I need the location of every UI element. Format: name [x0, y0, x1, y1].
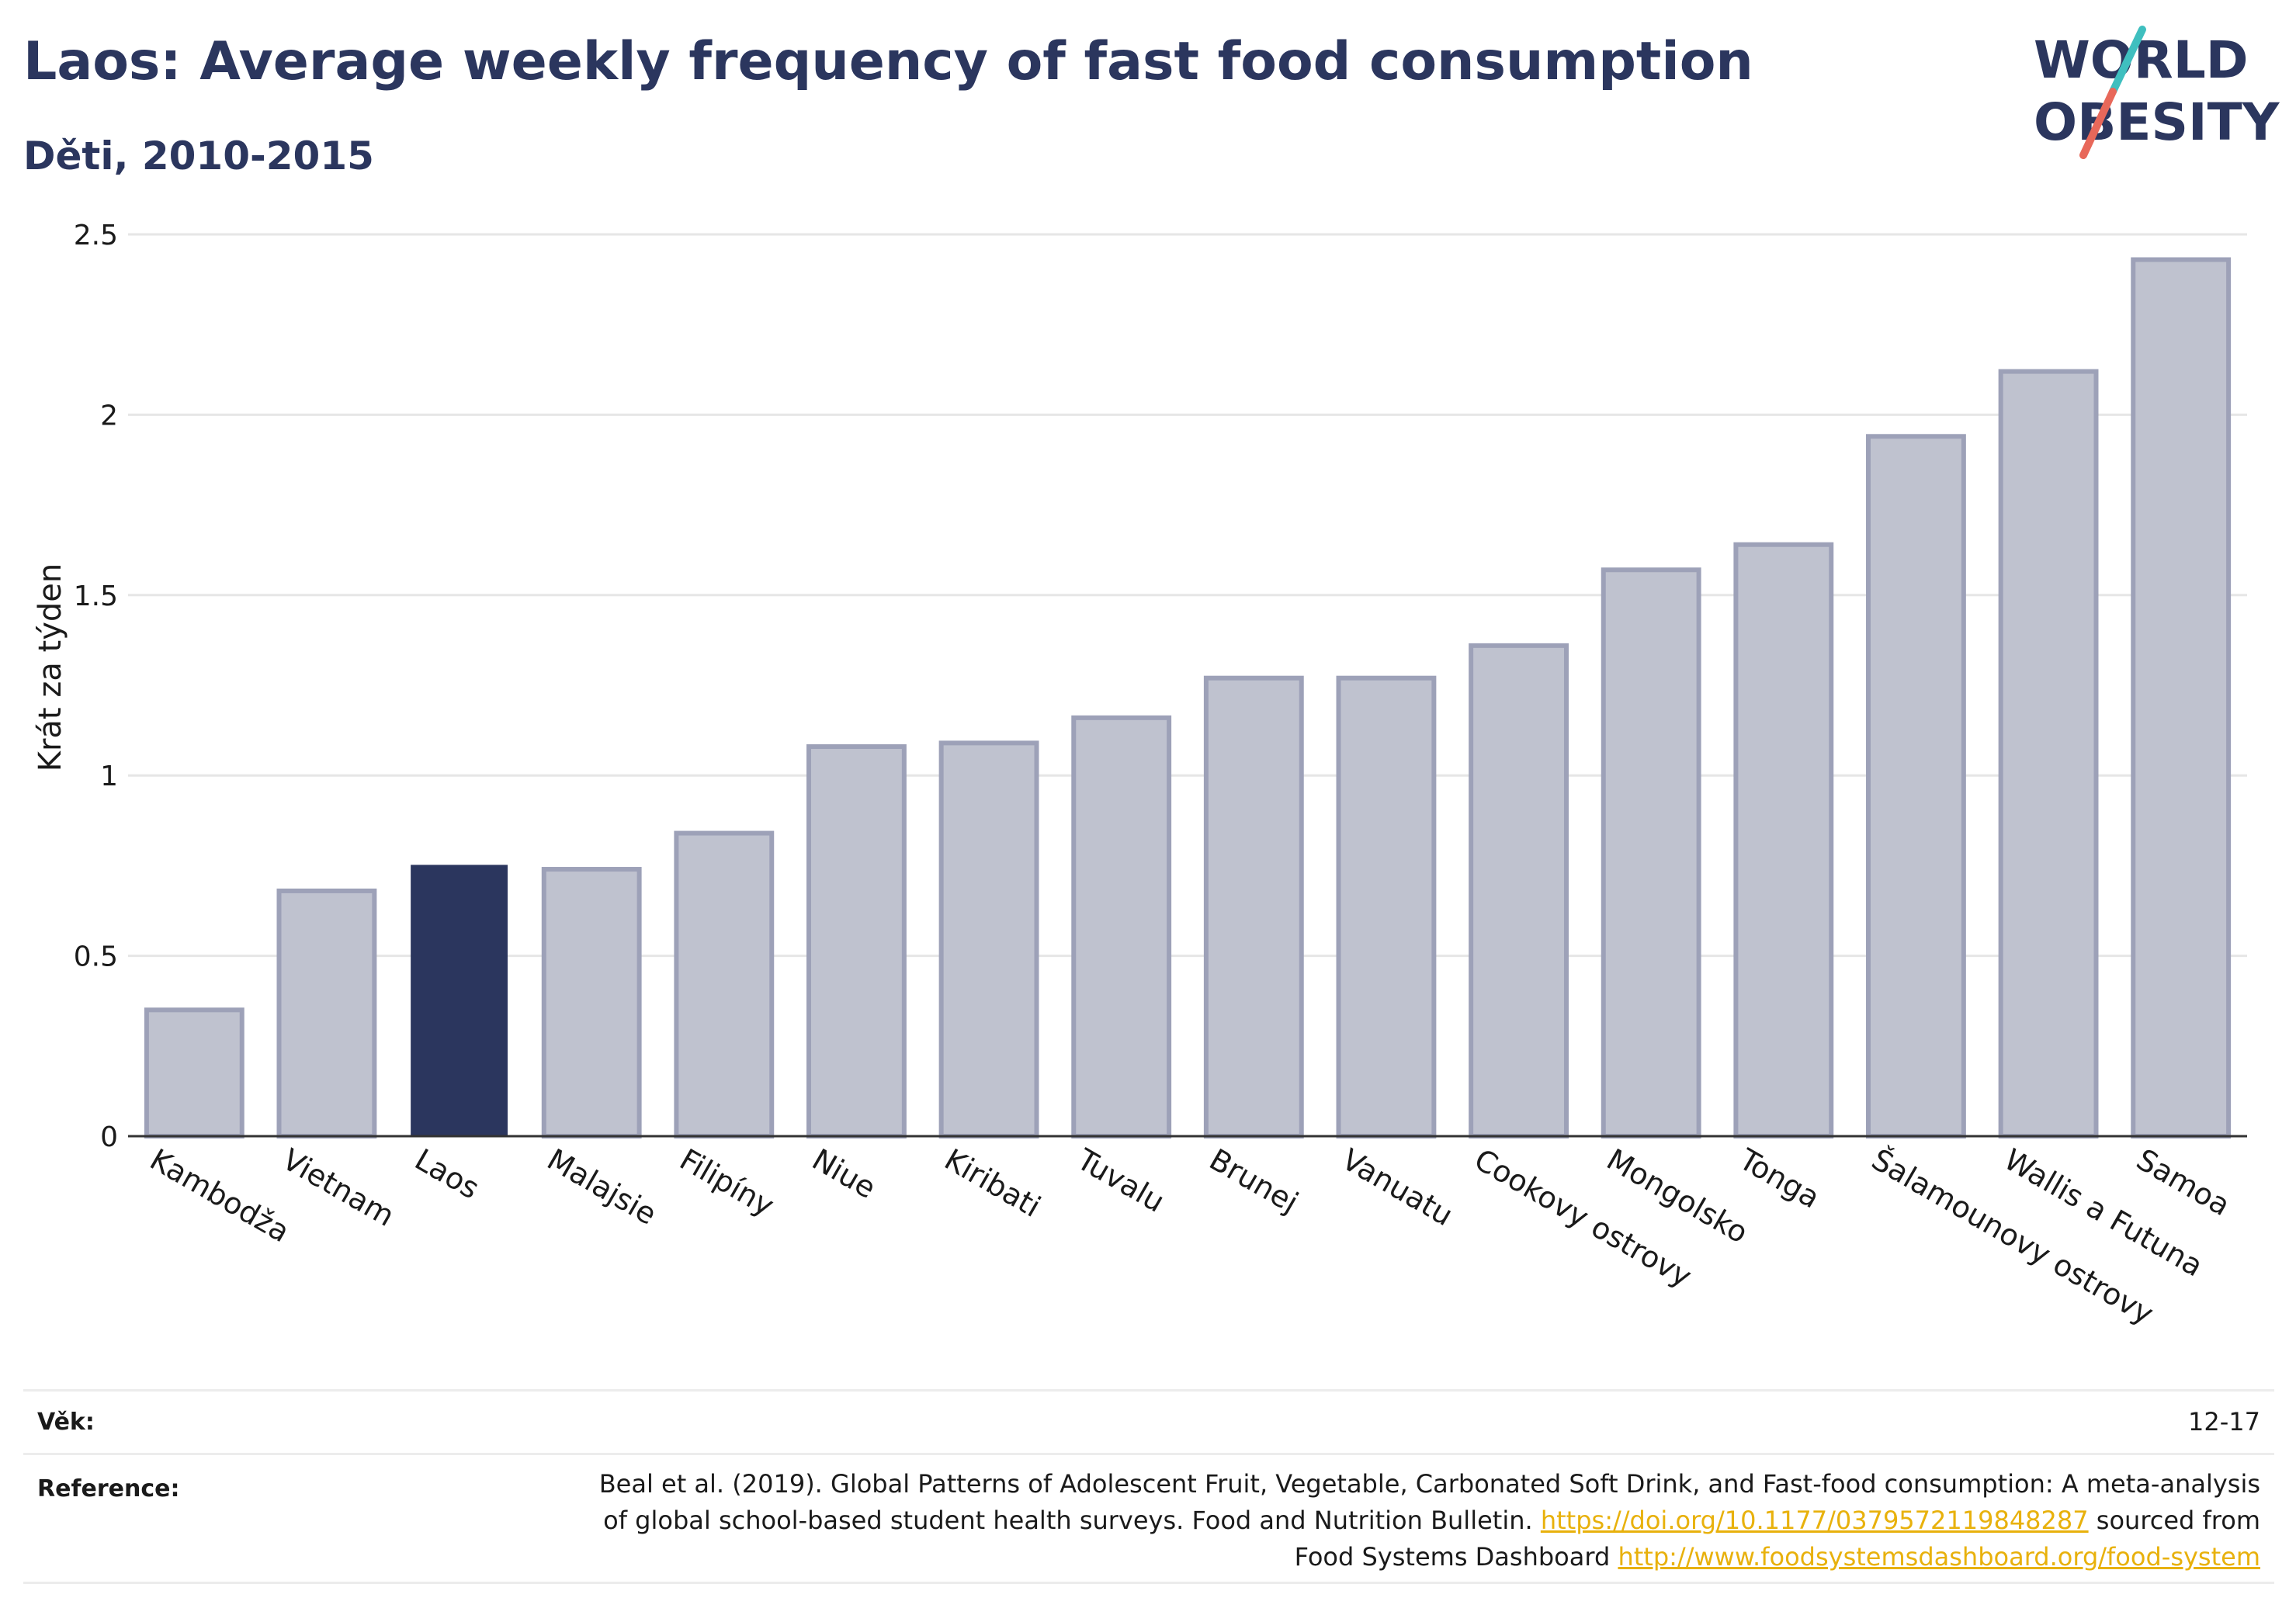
- x-tick-label: Laos: [409, 1142, 485, 1206]
- chart-title: Laos: Average weekly frequency of fast f…: [23, 31, 1753, 92]
- bar-tuvalu[interactable]: [1071, 715, 1172, 1139]
- bar-tonga[interactable]: [1733, 542, 1834, 1139]
- reference-label: Reference:: [37, 1475, 180, 1502]
- reference-line-2: of global school-based student health su…: [599, 1502, 2260, 1539]
- logo-slash-top: [2109, 26, 2146, 95]
- age-label: Věk:: [37, 1409, 95, 1436]
- x-tick-label: Niue: [806, 1142, 882, 1205]
- bar-cookovy-ostrovy[interactable]: [1469, 643, 1569, 1139]
- x-tick-label: Tonga: [1732, 1142, 1825, 1215]
- bar-vanuatu[interactable]: [1336, 675, 1437, 1139]
- x-tick-label: Malajsie: [542, 1142, 663, 1232]
- reference-row: Reference: Beal et al. (2019). Global Pa…: [23, 1453, 2274, 1582]
- y-tick-label: 2.5: [74, 220, 118, 251]
- reference-line-2-text: of global school-based student health su…: [603, 1506, 1541, 1535]
- logo-line-2: OBESITY: [2034, 92, 2280, 152]
- bottom-divider: [23, 1582, 2274, 1584]
- doi-link[interactable]: https://doi.org/10.1177/0379572119848287: [1540, 1506, 2089, 1535]
- x-tick-label: Samoa: [2131, 1142, 2235, 1223]
- x-tick-label: Kiribati: [939, 1142, 1047, 1224]
- reference-line-1: Beal et al. (2019). Global Patterns of A…: [598, 1469, 2260, 1499]
- x-tick-label: Vanuatu: [1336, 1142, 1458, 1232]
- bar-malajsie[interactable]: [541, 867, 642, 1139]
- bar-laos[interactable]: [411, 865, 508, 1138]
- age-value: 12-17: [2188, 1407, 2260, 1437]
- bar-kambodža[interactable]: [144, 1007, 245, 1139]
- x-tick-label: Filipíny: [674, 1142, 779, 1223]
- x-tick-label: Cookovy ostrovy: [1469, 1142, 1698, 1294]
- reference-line-3-text: Food Systems Dashboard: [1294, 1542, 1618, 1572]
- x-tick-label: Kambodža: [144, 1142, 296, 1249]
- x-tick-label: Tuvalu: [1070, 1142, 1170, 1219]
- reference-line-2-suffix: sourced from: [2088, 1506, 2260, 1535]
- bar-samoa[interactable]: [2131, 257, 2232, 1139]
- y-tick-label: 1.5: [74, 581, 118, 612]
- age-row: Věk: 12-17: [23, 1389, 2274, 1453]
- y-tick-label: 2: [100, 400, 118, 431]
- world-obesity-logo: WORLD OBESITY: [2034, 26, 2280, 159]
- bar-mongolsko[interactable]: [1601, 567, 1701, 1139]
- reference-line-3: Food Systems Dashboard http://www.foodsy…: [599, 1539, 2260, 1575]
- reference-text: Beal et al. (2019). Global Patterns of A…: [599, 1466, 2260, 1575]
- bar-brunej[interactable]: [1203, 675, 1304, 1139]
- bar-vietnam[interactable]: [276, 888, 377, 1139]
- bar-filipíny[interactable]: [674, 830, 775, 1139]
- bar-kiribati[interactable]: [938, 740, 1039, 1139]
- bars: [144, 257, 2232, 1139]
- chart-subtitle: Děti, 2010-2015: [23, 133, 374, 178]
- dashboard-link[interactable]: http://www.foodsystemsdashboard.org/food…: [1618, 1542, 2260, 1572]
- y-tick-label: 1: [100, 761, 118, 792]
- y-tick-label: 0.5: [74, 941, 118, 973]
- y-axis-label: Krát za týden: [33, 563, 68, 772]
- bar-niue[interactable]: [806, 744, 907, 1139]
- bar-šalamounovy-ostrovy[interactable]: [1866, 434, 1966, 1139]
- bar-wallis-a-futuna[interactable]: [1998, 369, 2099, 1139]
- x-tick-label: Brunej: [1204, 1142, 1304, 1220]
- y-tick-label: 0: [100, 1121, 118, 1153]
- logo-slash-bottom: [2079, 88, 2117, 159]
